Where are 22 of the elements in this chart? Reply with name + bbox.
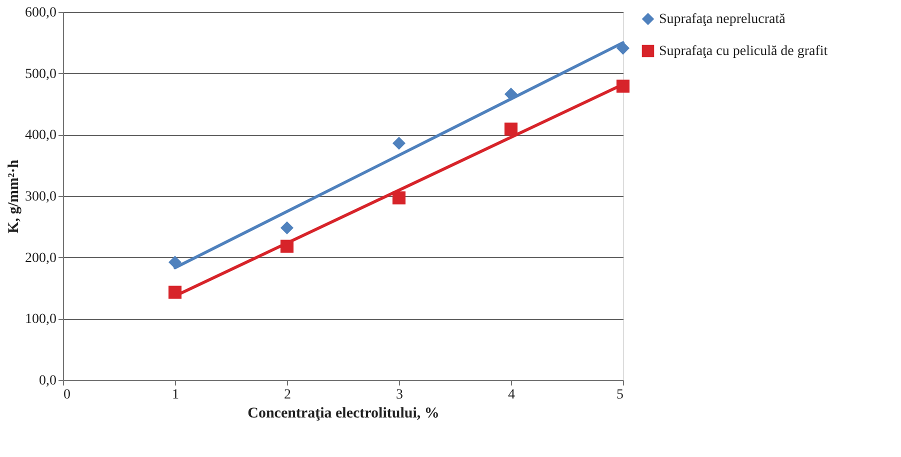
point bbox=[504, 122, 518, 136]
y-tick-label: 400,0 bbox=[25, 128, 56, 144]
x-tick-label: 3 bbox=[396, 388, 403, 402]
y-tick-label: 500,0 bbox=[25, 66, 56, 82]
point bbox=[392, 191, 406, 204]
y-tick-label: 300,0 bbox=[25, 190, 56, 204]
point bbox=[616, 42, 630, 55]
x-tick-label: 1 bbox=[172, 388, 179, 402]
y-tick-label: 600,0 bbox=[25, 6, 56, 20]
x-tick-label: 2 bbox=[284, 388, 291, 402]
y-tick-label: 200,0 bbox=[25, 250, 56, 266]
y-tick-label: 100,0 bbox=[25, 312, 56, 328]
x-tick-label: 0 bbox=[64, 388, 70, 402]
x-tick-label: 4 bbox=[508, 388, 515, 402]
x-axis-title: Concentraţia electrolitului, % bbox=[248, 406, 440, 422]
y-axis-title: K, g/mm²·h bbox=[6, 159, 22, 234]
y-tick-label: 0,0 bbox=[39, 374, 56, 388]
point bbox=[280, 221, 294, 234]
legend-label: Suprafaţa neprelucrată bbox=[659, 12, 786, 27]
x-tick-label: 5 bbox=[616, 388, 624, 402]
legend-label: Suprafaţa cu peliculă de grafit bbox=[659, 44, 828, 59]
point bbox=[392, 136, 406, 150]
